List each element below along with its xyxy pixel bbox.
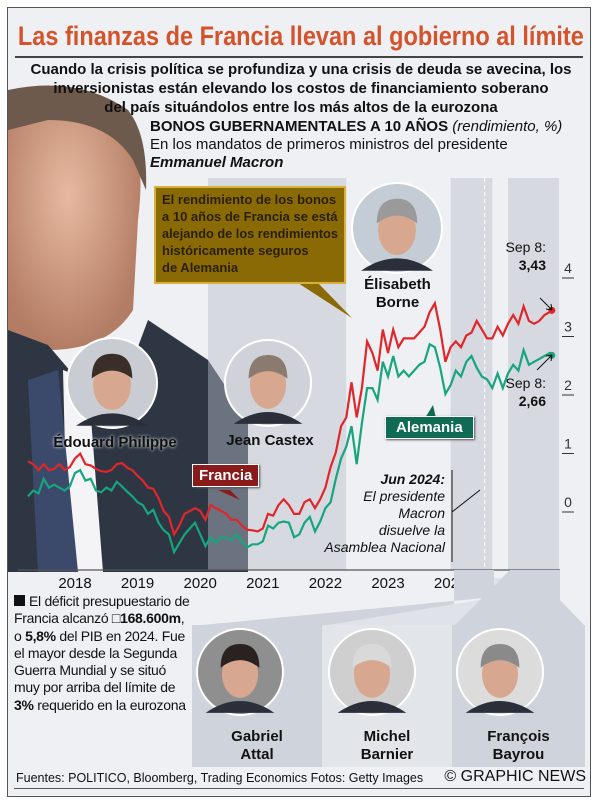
callout-box: El rendimiento de los bonos a 10 años de…: [154, 186, 346, 284]
chart-subtitle: En los mandatos de primeros ministros de…: [150, 136, 508, 153]
chart-header: BONOS GUBERNAMENTALES A 10 AÑOS (rendimi…: [150, 118, 562, 172]
jun2024-annotation: Jun 2024: El presidente Macron disuelve …: [324, 471, 445, 555]
portrait-attal: [196, 628, 284, 716]
callout-line: alejando de los rendimientos: [162, 226, 338, 241]
pm-name-attal: Gabriel Attal: [231, 728, 283, 763]
portrait-barnier: [328, 628, 416, 716]
portrait-bayrou: [456, 628, 544, 716]
callout-line: de Alemania: [162, 260, 239, 275]
subtitle: Cuando la crisis política se profundiza …: [18, 60, 584, 117]
bullet-square-icon: [14, 595, 25, 606]
callout-line: a 10 años de Francia se está: [162, 209, 338, 224]
chart-title: BONOS GUBERNAMENTALES A 10 AÑOS: [150, 118, 449, 135]
callout-line: históricamente seguros: [162, 243, 309, 258]
pm-name-philippe: Édouard Philippe: [53, 434, 177, 451]
deficit-note: El déficit presupuestario de Francia alc…: [14, 593, 190, 713]
page-title-box: Las finanzas de Francia llevan al gobier…: [18, 20, 584, 52]
portrait-philippe: [66, 337, 158, 429]
subtitle-line: inversionistas están elevando los costos…: [53, 80, 549, 97]
series-label-alemania: Alemania: [385, 416, 474, 439]
germany-end-annotation: Sep 8: 2,66: [505, 375, 546, 409]
portrait-borne: [351, 182, 443, 274]
chart-subtitle-name: Emmanuel Macron: [150, 154, 284, 171]
subtitle-line: del país situándolos entre los más altos…: [104, 99, 498, 116]
pm-name-borne: Élisabeth Borne: [364, 276, 431, 311]
series-label-francia: Francia: [192, 464, 260, 487]
pm-name-barnier: Michel Barnier: [360, 728, 414, 763]
callout-line: El rendimiento de los bonos: [162, 192, 337, 207]
france-end-annotation: Sep 8: 3,43: [505, 239, 546, 273]
sources: Fuentes: POLITICO, Bloomberg, Trading Ec…: [16, 771, 424, 785]
page-title: Las finanzas de Francia llevan al gobier…: [18, 21, 584, 51]
portrait-castex: [224, 339, 312, 427]
title-divider: [15, 56, 583, 58]
subtitle-line: Cuando la crisis política se profundiza …: [30, 61, 572, 78]
footer-rule: [14, 788, 584, 789]
credit: © GRAPHIC NEWS: [444, 768, 586, 785]
chart-unit: (rendimiento, %): [452, 118, 563, 135]
pm-name-castex: Jean Castex: [226, 432, 314, 449]
panel-connector: [192, 570, 585, 630]
pm-name-bayrou: François Bayrou: [487, 728, 550, 763]
